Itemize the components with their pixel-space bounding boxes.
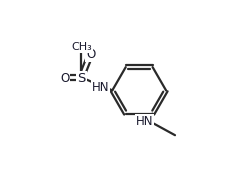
Text: HN: HN: [92, 81, 109, 94]
Text: O: O: [60, 72, 69, 85]
Text: CH₃: CH₃: [71, 42, 92, 52]
Text: S: S: [77, 72, 85, 85]
Text: HN: HN: [136, 115, 154, 128]
Text: O: O: [86, 48, 95, 61]
